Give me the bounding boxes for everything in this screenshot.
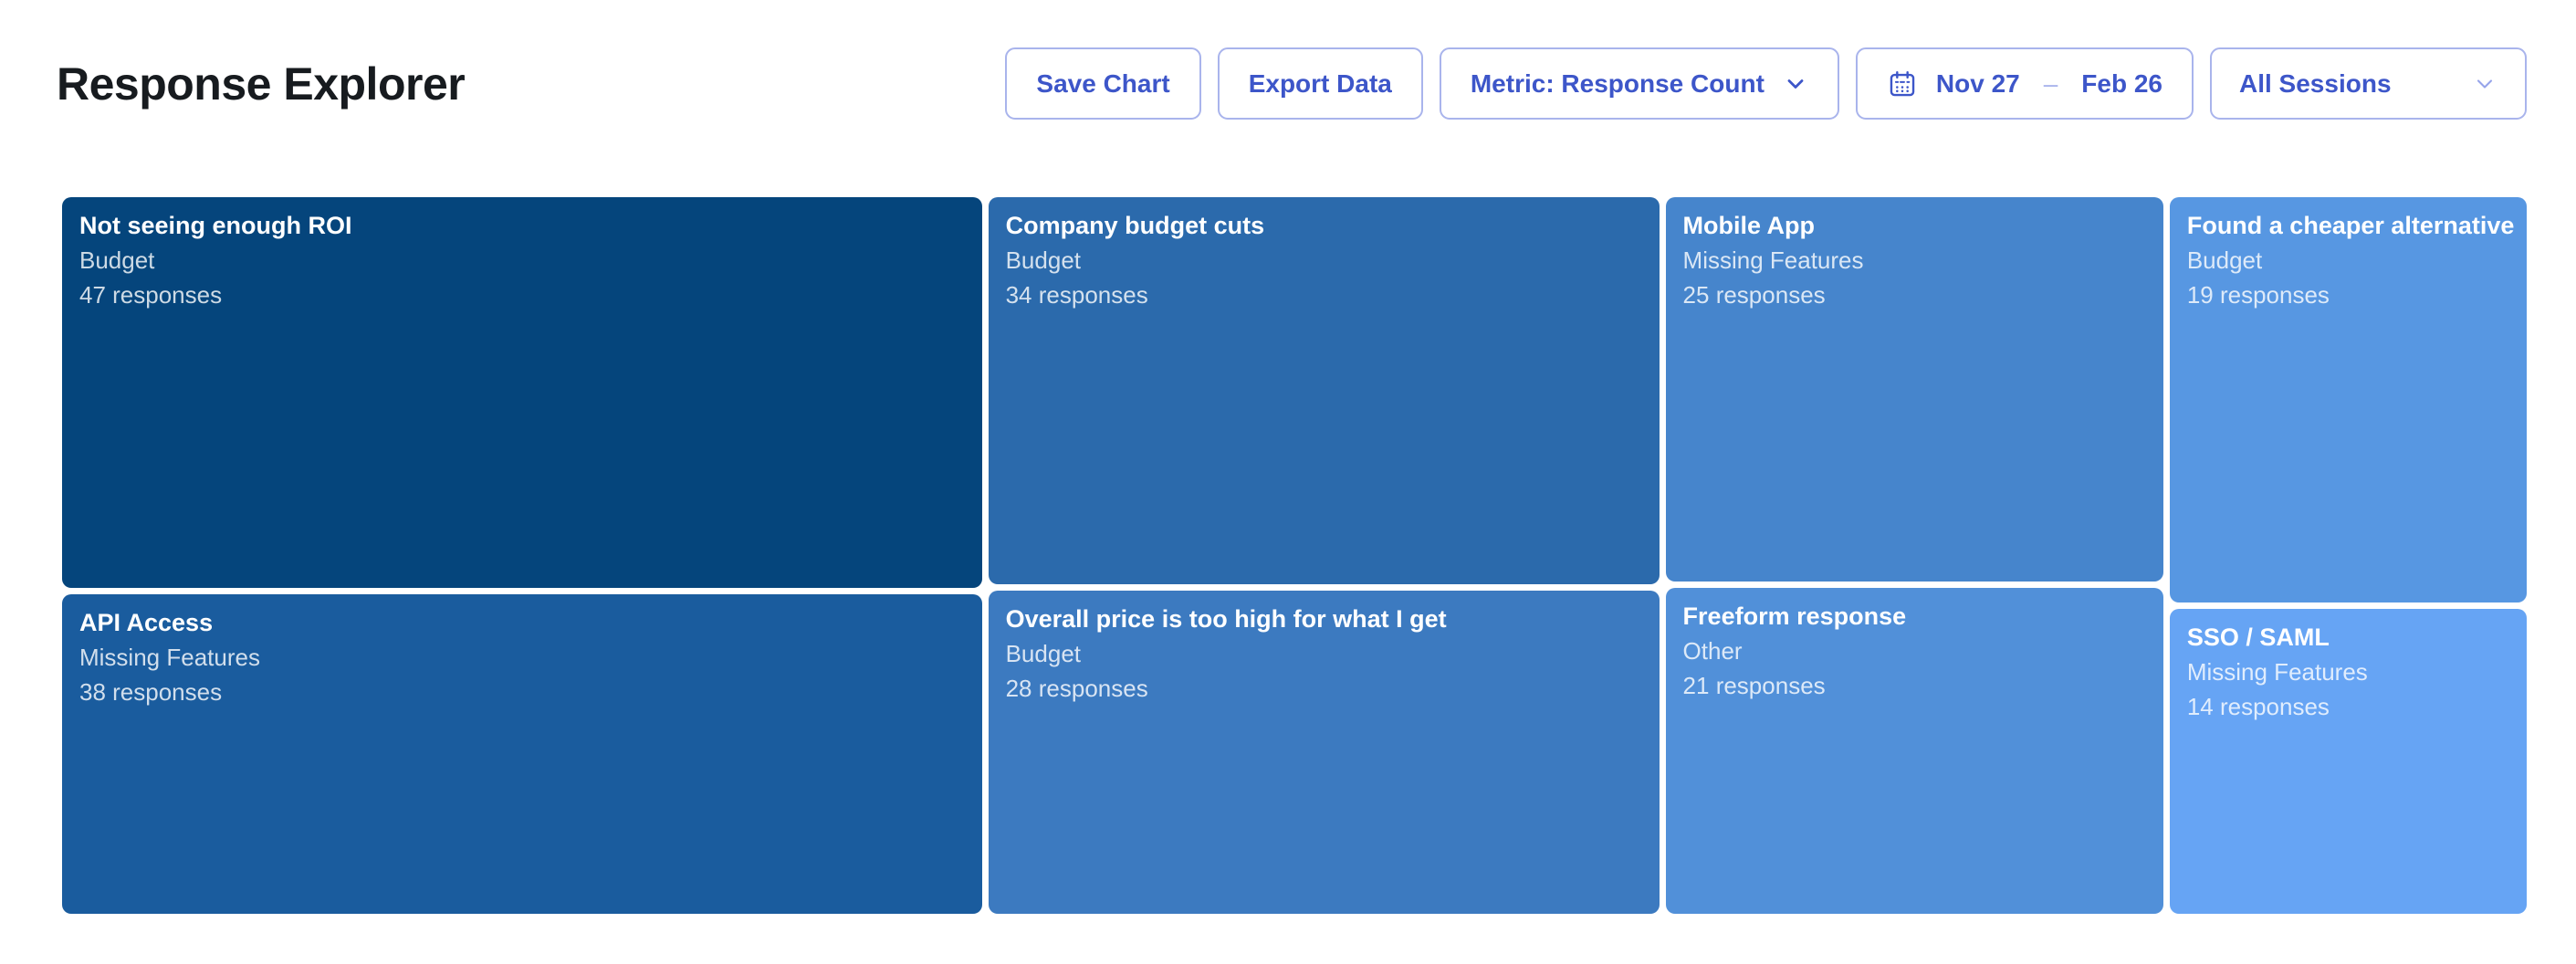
tile-category: Missing Features (79, 643, 260, 671)
date-range-end: Feb 26 (2081, 68, 2162, 98)
treemap-tile[interactable]: Not seeing enough ROI Budget 47 response… (62, 197, 982, 588)
tile-category: Missing Features (1682, 246, 1864, 274)
tile-title: Company budget cuts (1005, 212, 1265, 239)
treemap-tile[interactable]: Found a cheaper alternative Budget 19 re… (2169, 197, 2528, 603)
save-chart-label: Save Chart (1036, 68, 1170, 98)
tile-count: 47 responses (79, 281, 223, 309)
date-range-button[interactable]: Nov 27 – Feb 26 (1855, 47, 2194, 120)
sessions-label: All Sessions (2239, 68, 2392, 98)
tile-category: Budget (2186, 246, 2263, 274)
treemap-tile[interactable]: Freeform response Other 21 responses (1665, 587, 2163, 914)
tile-count: 28 responses (1005, 675, 1148, 703)
tile-category: Budget (1005, 640, 1081, 668)
tile-category: Other (1682, 636, 1743, 665)
treemap-tile[interactable]: Mobile App Missing Features 25 responses (1665, 197, 2163, 582)
chevron-down-icon (2472, 71, 2497, 97)
tile-title: SSO / SAML (2186, 623, 2330, 652)
calendar-icon (1887, 68, 1918, 100)
export-data-button[interactable]: Export Data (1217, 47, 1423, 120)
chevron-down-icon (1783, 71, 1808, 97)
treemap-column: Found a cheaper alternative Budget 19 re… (2169, 197, 2528, 914)
header: Response Explorer Save Chart Export Data… (0, 0, 2576, 120)
treemap-tile[interactable]: Company budget cuts Budget 34 responses (988, 197, 1660, 585)
treemap-tile[interactable]: API Access Missing Features 38 responses (62, 593, 982, 914)
tile-count: 14 responses (2186, 693, 2330, 721)
date-range-start: Nov 27 (1935, 68, 2020, 98)
tile-category: Budget (79, 246, 155, 274)
tile-title: Not seeing enough ROI (79, 212, 352, 239)
treemap: Not seeing enough ROI Budget 47 response… (62, 197, 2528, 914)
toolbar: Save Chart Export Data Metric: Response … (1005, 47, 2527, 120)
tile-title: Mobile App (1682, 212, 1816, 239)
treemap-tile[interactable]: Overall price is too high for what I get… (988, 591, 1660, 914)
export-data-label: Export Data (1248, 68, 1392, 98)
treemap-column: Company budget cuts Budget 34 responses … (988, 197, 1660, 914)
page-title: Response Explorer (57, 58, 466, 110)
treemap-column: Mobile App Missing Features 25 responses… (1665, 197, 2163, 914)
tile-count: 25 responses (1682, 281, 1826, 309)
tile-title: API Access (79, 608, 214, 636)
tile-title: Overall price is too high for what I get (1005, 605, 1447, 634)
tile-count: 19 responses (2186, 281, 2330, 309)
tile-title: Freeform response (1682, 602, 1907, 630)
sessions-dropdown[interactable]: All Sessions (2210, 47, 2527, 120)
tile-count: 21 responses (1682, 671, 1826, 699)
tile-count: 38 responses (79, 677, 223, 706)
tile-category: Budget (1005, 246, 1081, 274)
date-range-separator: – (2043, 68, 2058, 98)
metric-dropdown[interactable]: Metric: Response Count (1439, 47, 1839, 120)
save-chart-button[interactable]: Save Chart (1005, 47, 1201, 120)
treemap-tile[interactable]: SSO / SAML Missing Features 14 responses (2169, 609, 2528, 914)
tile-category: Missing Features (2186, 658, 2368, 686)
metric-label: Metric: Response Count (1470, 68, 1764, 98)
tile-count: 34 responses (1005, 281, 1148, 309)
tile-title: Found a cheaper alternative (2186, 212, 2515, 239)
treemap-column: Not seeing enough ROI Budget 47 response… (62, 197, 982, 914)
